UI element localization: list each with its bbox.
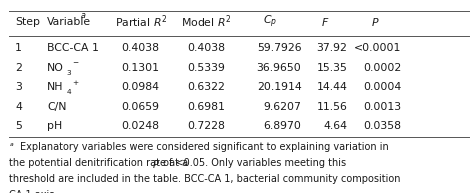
Text: BCC-CA 1: BCC-CA 1 — [47, 43, 99, 53]
Text: <0.0001: <0.0001 — [354, 43, 401, 53]
Text: 59.7926: 59.7926 — [257, 43, 301, 53]
Text: Step: Step — [15, 17, 40, 27]
Text: 0.7228: 0.7228 — [187, 121, 225, 131]
Text: pH: pH — [47, 121, 63, 131]
Text: a: a — [81, 11, 86, 20]
Text: 3: 3 — [66, 70, 71, 76]
Text: 1: 1 — [15, 43, 22, 53]
Text: $C_p$: $C_p$ — [264, 14, 277, 30]
Text: 20.1914: 20.1914 — [257, 82, 301, 92]
Text: Model $R^2$: Model $R^2$ — [181, 14, 231, 30]
Text: $F$: $F$ — [321, 16, 330, 28]
Text: of <0.05. Only variables meeting this: of <0.05. Only variables meeting this — [160, 158, 346, 168]
Text: 14.44: 14.44 — [317, 82, 347, 92]
Text: NH: NH — [47, 82, 64, 92]
Text: NO: NO — [47, 63, 64, 73]
Text: 0.0004: 0.0004 — [364, 82, 401, 92]
Text: 0.6981: 0.6981 — [187, 102, 225, 112]
Text: ᵃ: ᵃ — [9, 142, 13, 152]
Text: 37.92: 37.92 — [317, 43, 347, 53]
Text: 0.5339: 0.5339 — [187, 63, 225, 73]
Text: 2: 2 — [15, 63, 22, 73]
Text: 0.0358: 0.0358 — [364, 121, 401, 131]
Text: 15.35: 15.35 — [317, 63, 347, 73]
Text: 0.4038: 0.4038 — [122, 43, 160, 53]
Text: 0.4038: 0.4038 — [187, 43, 225, 53]
Text: −: − — [73, 60, 79, 66]
Text: +: + — [73, 80, 79, 86]
Text: 0.6322: 0.6322 — [187, 82, 225, 92]
Text: 9.6207: 9.6207 — [264, 102, 301, 112]
Text: C/N: C/N — [47, 102, 67, 112]
Text: 4: 4 — [15, 102, 22, 112]
Text: 4.64: 4.64 — [323, 121, 347, 131]
Text: 0.0984: 0.0984 — [122, 82, 160, 92]
Text: 36.9650: 36.9650 — [257, 63, 301, 73]
Text: 5: 5 — [15, 121, 22, 131]
Text: 0.0659: 0.0659 — [122, 102, 160, 112]
Text: 0.0248: 0.0248 — [122, 121, 160, 131]
Text: CA 1 axis.: CA 1 axis. — [9, 190, 58, 193]
Text: Explanatory variables were considered significant to explaining variation in: Explanatory variables were considered si… — [19, 142, 388, 152]
Text: 4: 4 — [66, 89, 71, 95]
Text: $P$: $P$ — [371, 16, 380, 28]
Text: 0.0013: 0.0013 — [364, 102, 401, 112]
Text: 6.8970: 6.8970 — [264, 121, 301, 131]
Text: 0.0002: 0.0002 — [364, 63, 401, 73]
Text: the potential denitrification rate at a: the potential denitrification rate at a — [9, 158, 191, 168]
Text: Variable: Variable — [47, 17, 91, 27]
Text: 3: 3 — [15, 82, 22, 92]
Text: $P$: $P$ — [152, 158, 160, 170]
Text: 11.56: 11.56 — [317, 102, 347, 112]
Text: threshold are included in the table. BCC-CA 1, bacterial community composition: threshold are included in the table. BCC… — [9, 174, 401, 184]
Text: Partial $R^2$: Partial $R^2$ — [115, 14, 167, 30]
Text: 0.1301: 0.1301 — [122, 63, 160, 73]
